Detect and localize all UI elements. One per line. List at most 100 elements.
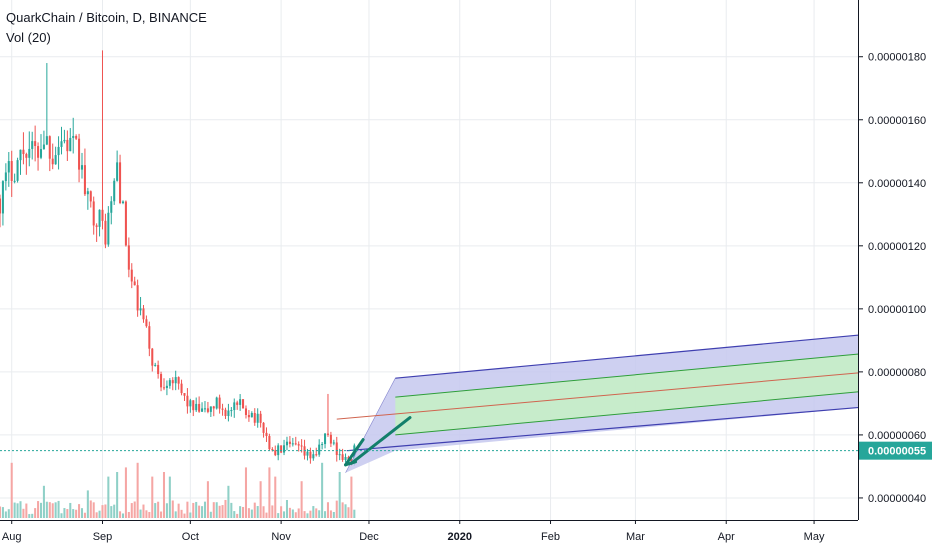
volume-bar bbox=[183, 513, 186, 518]
volume-bar bbox=[244, 467, 248, 518]
volume-bar bbox=[353, 509, 356, 518]
volume-bar bbox=[121, 513, 125, 518]
candle-body bbox=[332, 442, 335, 444]
candle-body bbox=[306, 451, 309, 456]
candle-body bbox=[133, 281, 136, 286]
volume-bar bbox=[136, 462, 139, 518]
volume-bar bbox=[110, 506, 113, 518]
volume-bar bbox=[7, 509, 10, 518]
channel-inner-fill bbox=[395, 352, 870, 435]
volume-bar bbox=[247, 508, 250, 518]
time-tick-label: Apr bbox=[718, 531, 735, 543]
volume-bar bbox=[236, 513, 239, 518]
channel-lower-line[interactable] bbox=[346, 405, 870, 452]
trend-arrow-line[interactable] bbox=[349, 416, 412, 465]
volume-bar bbox=[48, 502, 51, 518]
candle-body bbox=[13, 180, 16, 182]
volume-bar bbox=[42, 485, 45, 518]
time-tick-label: Dec bbox=[359, 531, 379, 543]
volume-bar bbox=[98, 510, 101, 518]
volume-bar bbox=[124, 467, 127, 518]
volume-bar bbox=[218, 505, 221, 518]
candle-body bbox=[265, 432, 268, 437]
volume-bar bbox=[288, 507, 291, 518]
volume-bar bbox=[13, 502, 16, 518]
volume-bar bbox=[171, 500, 174, 518]
volume-bar bbox=[75, 509, 78, 518]
volume-bar bbox=[45, 501, 48, 518]
volume-bars bbox=[0, 462, 356, 518]
candle-body bbox=[22, 149, 25, 155]
candle-body bbox=[60, 141, 63, 147]
candle-body bbox=[280, 445, 283, 453]
candle-body bbox=[75, 136, 78, 139]
candle-body bbox=[186, 395, 189, 407]
volume-bar bbox=[57, 500, 60, 518]
candle-body bbox=[31, 141, 34, 149]
volume-bar bbox=[86, 490, 89, 518]
volume-bar bbox=[265, 512, 268, 518]
candle-body bbox=[201, 408, 204, 412]
trend-arrows[interactable] bbox=[344, 416, 412, 467]
candle-body bbox=[262, 422, 265, 433]
candles bbox=[0, 50, 356, 466]
candle-body bbox=[51, 158, 54, 165]
volume-bar bbox=[165, 503, 168, 518]
price-tick-label: 0.00000120 bbox=[868, 241, 926, 253]
candle-body bbox=[48, 136, 51, 159]
price-tick-label: 0.00000040 bbox=[868, 493, 926, 505]
volume-bar bbox=[344, 504, 347, 518]
candle-body bbox=[329, 434, 332, 444]
last-price-label: 0.00000055 bbox=[868, 446, 926, 458]
candle-body bbox=[321, 444, 324, 446]
candle-body bbox=[19, 149, 22, 161]
channel-upper-line[interactable] bbox=[395, 333, 870, 379]
volume-bar bbox=[189, 512, 192, 518]
candle-body bbox=[350, 459, 353, 462]
candle-body bbox=[1, 181, 4, 214]
volume-bar bbox=[130, 503, 133, 518]
time-tick-label: Feb bbox=[541, 531, 560, 543]
volume-bar bbox=[224, 499, 227, 518]
candle-body bbox=[148, 326, 151, 349]
channel-inner-upper-line[interactable] bbox=[395, 352, 870, 398]
volume-bar bbox=[280, 506, 283, 518]
volume-bar bbox=[54, 502, 57, 518]
candle-body bbox=[165, 385, 168, 389]
volume-indicator-label[interactable]: Vol (20) bbox=[6, 30, 51, 45]
volume-bar bbox=[274, 476, 277, 518]
time-tick-label: 2020 bbox=[448, 531, 472, 543]
candle-body bbox=[247, 414, 250, 418]
volume-bar bbox=[215, 502, 218, 518]
candle-body bbox=[83, 165, 86, 195]
channel-inner-lower-line[interactable] bbox=[395, 390, 870, 436]
volume-bar bbox=[4, 511, 7, 518]
price-axis[interactable]: 0.00000040 0.00000060 0.00000080 0.00000100… bbox=[858, 0, 932, 550]
channel-midline[interactable] bbox=[336, 371, 870, 420]
candle-body bbox=[256, 413, 259, 423]
symbol-title[interactable]: QuarkChain / Bitcoin, D, BINANCE bbox=[6, 10, 207, 25]
last-price-badge bbox=[859, 441, 932, 460]
candle-body bbox=[244, 408, 248, 415]
time-axis[interactable]: Aug Sep Oct Nov Dec 2020 Feb Mar Apr May bbox=[0, 520, 932, 550]
candle-body bbox=[277, 445, 280, 456]
volume-bar bbox=[347, 507, 350, 518]
trend-arrow-line[interactable] bbox=[344, 438, 365, 467]
volume-bar bbox=[0, 506, 2, 518]
candle-body bbox=[7, 161, 10, 173]
volume-bar bbox=[242, 506, 245, 518]
volume-bar bbox=[239, 506, 242, 518]
regression-channel[interactable] bbox=[336, 333, 870, 473]
volume-bar bbox=[16, 503, 19, 518]
candle-body bbox=[209, 406, 212, 412]
volume-bar bbox=[198, 505, 201, 518]
candle-body bbox=[253, 413, 256, 423]
volume-bar bbox=[133, 501, 136, 518]
volume-bar bbox=[180, 509, 183, 518]
candle-body bbox=[203, 408, 207, 410]
candle-body bbox=[230, 410, 233, 412]
candle-body bbox=[174, 377, 177, 384]
candle-body bbox=[168, 380, 171, 386]
volume-bar bbox=[157, 501, 160, 518]
